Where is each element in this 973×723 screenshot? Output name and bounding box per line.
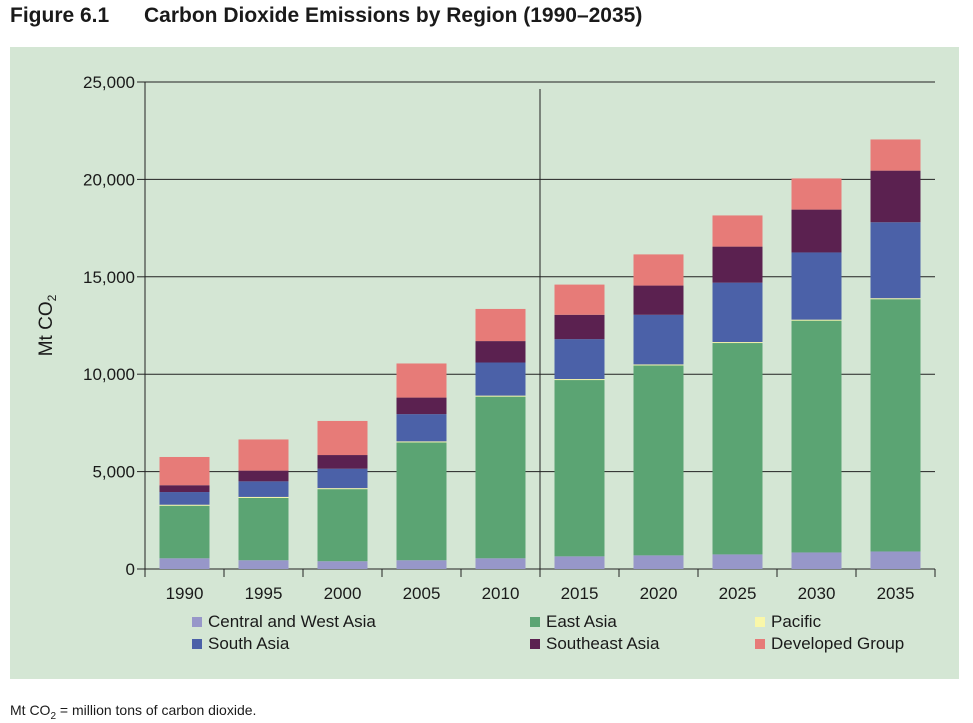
footnote-subscript: 2 — [50, 710, 57, 722]
x-tick-label: 2010 — [482, 584, 520, 603]
bar-segment — [317, 420, 368, 456]
x-tick-label: 2020 — [640, 584, 678, 603]
bar-segment — [712, 343, 763, 555]
figure-number: Figure 6.1 — [10, 4, 110, 27]
y-tick-label: 5,000 — [92, 463, 135, 482]
bar-segment — [475, 362, 526, 396]
footnote: Mt CO2 = million tons of carbon dioxide. — [10, 702, 256, 722]
bar-segment — [396, 397, 447, 415]
bar-segment — [159, 492, 210, 505]
bar-segment — [791, 178, 842, 210]
bar-segment — [159, 505, 210, 559]
bar-segment — [554, 314, 605, 340]
bar-segment — [633, 365, 684, 556]
bar-segment — [554, 379, 605, 381]
figure-header: Figure 6.1 Carbon Dioxide Emissions by Re… — [10, 4, 642, 32]
y-tick-label: 15,000 — [83, 268, 135, 287]
bar-segment — [159, 504, 210, 506]
bar-segment — [396, 363, 447, 398]
x-tick-label: 2025 — [719, 584, 757, 603]
x-tick-label: 1990 — [166, 584, 204, 603]
bar-segment — [317, 489, 368, 562]
bar-segment — [396, 560, 447, 569]
bar-segment — [396, 441, 447, 443]
bar-segment — [159, 456, 210, 486]
bar-segment — [633, 285, 684, 315]
x-tick-label: 2000 — [324, 584, 362, 603]
bar-segment — [791, 319, 842, 321]
x-tick-label: 2005 — [403, 584, 441, 603]
bar-segment — [159, 485, 210, 493]
x-tick-label: 2015 — [561, 584, 599, 603]
bar-segment — [791, 209, 842, 253]
bar-segment — [159, 558, 210, 569]
bar-segment — [238, 439, 289, 471]
bar-segment — [238, 560, 289, 569]
bar-segment — [475, 308, 526, 342]
bar-segment — [712, 215, 763, 247]
bar-segment — [475, 341, 526, 363]
bar-segment — [238, 496, 289, 498]
bar-segment — [870, 299, 921, 552]
bar-segment — [791, 252, 842, 320]
bar-segment — [870, 551, 921, 569]
bar-segment — [238, 470, 289, 482]
bar-segment — [633, 364, 684, 366]
bar-segment — [870, 139, 921, 171]
bar-segment — [870, 222, 921, 299]
bar-segment — [712, 246, 763, 283]
bar-segment — [317, 468, 368, 489]
bar-segment — [554, 556, 605, 569]
chart-panel: 0 5,000 10,000 15,000 20,000 25,000 Mt CO2 1990… — [10, 47, 959, 679]
bar-segment — [791, 320, 842, 553]
bar-segment — [791, 552, 842, 569]
footnote-suffix: = million tons of carbon dioxide. — [56, 702, 257, 718]
bar-segment — [712, 282, 763, 343]
y-axis-label: Mt CO2 — [36, 294, 59, 356]
bar-segment — [475, 395, 526, 397]
bar-segment — [317, 488, 368, 490]
bar-segment — [554, 339, 605, 380]
bar-segment — [870, 298, 921, 300]
bar-segment — [396, 442, 447, 561]
y-tick-label: 25,000 — [83, 73, 135, 92]
bar-segment — [238, 497, 289, 561]
bar-segment — [712, 554, 763, 569]
bar-segment — [633, 254, 684, 286]
bar-segment — [712, 342, 763, 344]
y-tick-label: 10,000 — [83, 365, 135, 384]
stacked-bar-chart: 0 5,000 10,000 15,000 20,000 25,000 Mt CO2 1990… — [36, 73, 936, 603]
y-tick-label: 0 — [126, 560, 135, 579]
bar-segment — [238, 481, 289, 497]
x-tick-label: 1995 — [245, 584, 283, 603]
bar-segment — [475, 396, 526, 559]
bar-segment — [475, 558, 526, 569]
bar-segment — [317, 561, 368, 569]
y-tick-label: 20,000 — [83, 170, 135, 189]
bar-segment — [396, 414, 447, 442]
bar-segment — [633, 555, 684, 569]
bar-segment — [633, 314, 684, 365]
bar-segment — [554, 380, 605, 557]
figure-title: Carbon Dioxide Emissions by Region (1990… — [144, 4, 643, 27]
bar-segment — [554, 284, 605, 315]
footnote-prefix: Mt CO — [10, 702, 51, 718]
x-tick-label: 2030 — [798, 584, 836, 603]
x-tick-label: 2035 — [877, 584, 915, 603]
bar-segment — [870, 170, 921, 223]
bar-segment — [317, 455, 368, 469]
